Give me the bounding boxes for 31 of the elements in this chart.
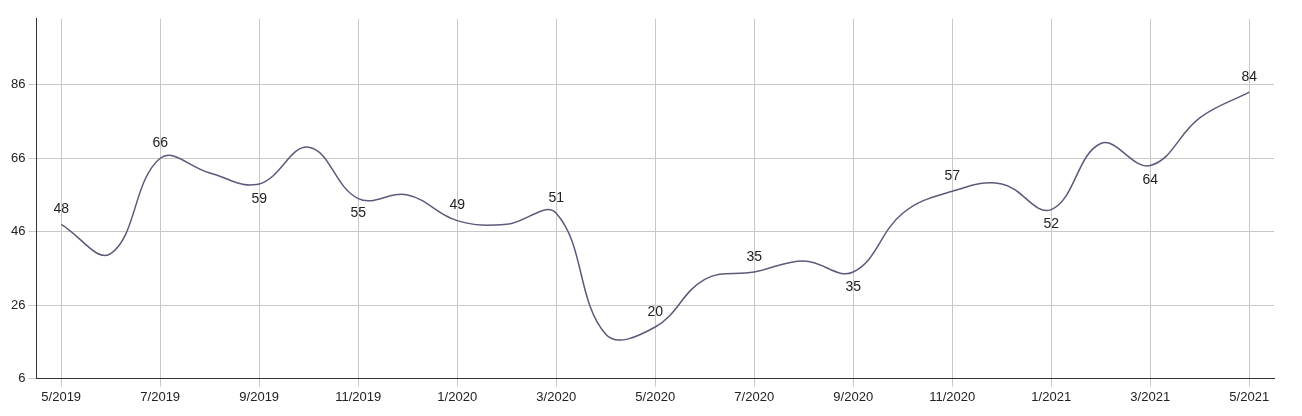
data-label: 48 bbox=[53, 200, 70, 217]
x-tick-label: 11/2019 bbox=[335, 388, 382, 404]
data-label: 57 bbox=[944, 167, 961, 184]
data-label: 35 bbox=[845, 277, 862, 294]
data-label: 84 bbox=[1241, 68, 1258, 85]
y-tick-label: 46 bbox=[10, 223, 26, 239]
x-tick-label: 9/2020 bbox=[833, 388, 874, 404]
data-label: 52 bbox=[1043, 215, 1060, 232]
y-tick-label: 6 bbox=[18, 369, 26, 385]
data-label: 59 bbox=[251, 189, 268, 206]
x-tick-label: 3/2021 bbox=[1130, 388, 1171, 404]
data-label: 51 bbox=[548, 189, 565, 206]
data-label: 55 bbox=[350, 204, 367, 221]
y-tick-label: 26 bbox=[10, 296, 26, 312]
data-label: 20 bbox=[647, 302, 664, 319]
x-tick-label: 5/2020 bbox=[635, 388, 676, 404]
data-label: 66 bbox=[152, 134, 169, 151]
y-tick-label: 86 bbox=[10, 76, 26, 92]
x-tick-label: 11/2020 bbox=[929, 388, 976, 404]
x-tick-label: 7/2020 bbox=[734, 388, 775, 404]
x-tick-label: 9/2019 bbox=[239, 388, 280, 404]
x-tick-label: 5/2019 bbox=[41, 388, 82, 404]
data-label: 64 bbox=[1142, 171, 1159, 188]
x-tick-label: 7/2019 bbox=[140, 388, 181, 404]
x-tick-label: 5/2021 bbox=[1229, 388, 1270, 404]
x-tick-label: 1/2021 bbox=[1031, 388, 1072, 404]
data-label: 35 bbox=[746, 247, 763, 264]
x-tick-label: 1/2020 bbox=[437, 388, 478, 404]
data-label: 49 bbox=[449, 196, 466, 213]
x-tick-label: 3/2020 bbox=[536, 388, 577, 404]
y-tick-label: 66 bbox=[10, 149, 26, 165]
